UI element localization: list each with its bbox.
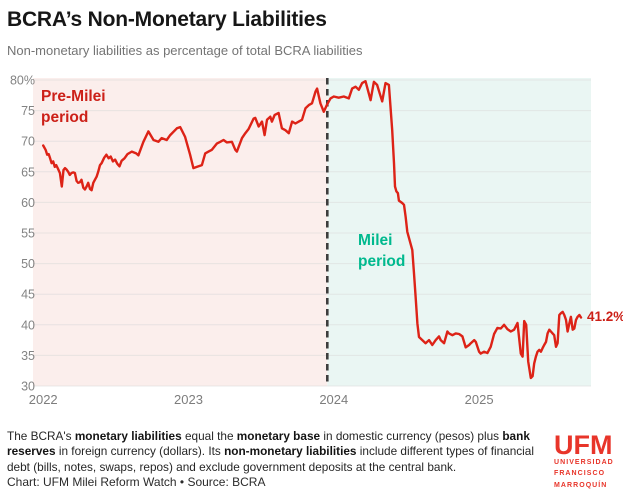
footnote-text: The BCRA's (7, 429, 75, 443)
footnote-text: in domestic currency (pesos) plus (320, 429, 503, 443)
y-tick-label: 70 (21, 135, 35, 149)
footnote-term: non-monetary liabilities (224, 444, 357, 459)
footnote-text: equal the (181, 429, 237, 443)
chart-subtitle: Non-monetary liabilities as percentage o… (7, 43, 363, 58)
footnote-text: in foreign currency (dollars). Its (55, 444, 225, 459)
ufm-logo-line: UNIVERSIDAD (554, 459, 614, 466)
credit-line: Chart: UFM Milei Reform Watch • Source: … (7, 475, 266, 489)
y-tick-label: 80% (10, 74, 35, 88)
x-tick-label: 2022 (29, 392, 58, 407)
pre-milei-label: period (41, 109, 88, 126)
y-tick-label: 40 (21, 318, 35, 332)
y-tick-label: 75 (21, 104, 35, 118)
series-line (42, 79, 583, 380)
ufm-logo: UFM UNIVERSIDAD FRANCISCO MARROQUÍN (554, 430, 618, 491)
ufm-logo-line: FRANCISCO (554, 470, 606, 478)
ufm-logo-abbr: UFM (554, 430, 613, 460)
footnote-text: include different types of financial deb… (7, 444, 534, 474)
y-tick-label: 60 (21, 196, 35, 210)
y-tick-label: 65 (21, 165, 35, 179)
milei-label: Milei (358, 232, 392, 249)
x-tick-label: 2024 (319, 392, 348, 407)
footnote: The BCRA's monetary liabilities equal th… (7, 429, 555, 475)
x-tick-label: 2023 (174, 392, 203, 407)
footnote-term: monetary base (236, 429, 321, 443)
y-tick-label: 55 (21, 227, 35, 241)
page-title: BCRA’s Non-Monetary Liabilities (7, 8, 327, 31)
x-tick-label: 2025 (465, 392, 494, 407)
footnote-term: monetary liabilities (74, 429, 182, 443)
y-tick-label: 45 (21, 288, 35, 302)
milei-label: period (358, 253, 405, 270)
ufm-logo-line: MARROQUÍN (554, 481, 608, 489)
pre-milei-label: Pre-Milei (41, 88, 106, 105)
end-value-label: 41.2% (587, 309, 623, 324)
y-tick-label: 30 (21, 380, 35, 394)
footnote-term: bank reserves (7, 429, 530, 459)
y-tick-label: 50 (21, 257, 35, 271)
y-tick-label: 35 (21, 349, 35, 363)
